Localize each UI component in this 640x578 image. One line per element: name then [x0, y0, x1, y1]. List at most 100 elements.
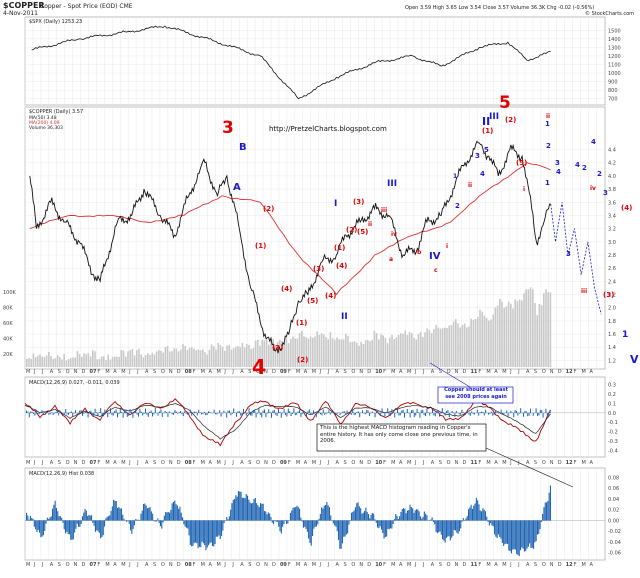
macd-inline-hist-bar: [76, 412, 78, 414]
x-tick-month: A: [526, 460, 530, 466]
hist-bar: [52, 508, 54, 521]
macd-inline-hist-bar: [292, 412, 293, 414]
macd-inline-hist-bar: [336, 412, 338, 414]
volume-bar: [133, 355, 136, 367]
x-tick-month: J: [231, 460, 233, 466]
macd-inline-hist-bar: [118, 412, 120, 414]
volume-bar: [312, 337, 314, 367]
hist-bar: [87, 515, 89, 521]
volume-bar: [186, 350, 189, 367]
macd-inline-hist-bar: [537, 412, 538, 416]
hist-bar: [196, 520, 198, 544]
x-tick-month: F: [574, 562, 577, 568]
hist-bar: [523, 520, 525, 552]
copper-tick-label: 4.4: [608, 148, 616, 154]
hist-bar: [175, 504, 177, 521]
hist-tick-label: 0.04: [608, 497, 619, 503]
hist-bar: [249, 502, 251, 521]
hist-bar: [261, 503, 263, 521]
macd-inline-hist-bar: [273, 409, 275, 414]
macd-inline-hist-bar: [311, 412, 313, 414]
macd-inline-hist-bar: [55, 411, 57, 414]
hist-bar: [481, 511, 483, 521]
x-tick-month: J: [327, 460, 329, 466]
hist-bar: [271, 520, 273, 523]
volume-bar: [428, 330, 431, 367]
hist-bar: [241, 497, 243, 521]
volume-bar: [41, 356, 43, 367]
hist-bar: [76, 520, 78, 524]
copper-tick-label: 3.0: [608, 240, 616, 246]
hist-bar: [351, 512, 353, 521]
macd-inline-hist-bar: [139, 408, 141, 414]
hist-bar: [540, 520, 542, 523]
macd-inline-hist-bar: [153, 412, 155, 415]
x-tick-month: O: [447, 369, 451, 375]
macd-inline-hist-bar: [524, 410, 526, 414]
hist-bar: [388, 520, 390, 530]
macd-inline-hist-bar: [514, 410, 516, 414]
macd-inline-hist-bar: [72, 412, 74, 417]
hist-bar: [548, 492, 550, 521]
hist-bar: [276, 520, 278, 522]
volume-bar: [147, 353, 149, 367]
volume-bar: [411, 333, 413, 367]
hist-bar: [453, 520, 455, 530]
x-tick-month: M: [502, 562, 506, 568]
volume-bar: [336, 337, 338, 367]
hist-bar: [418, 511, 420, 521]
macd-inline-hist-bar: [402, 409, 404, 414]
hist-bar: [62, 520, 64, 523]
hist-bar: [31, 517, 33, 521]
hist-bar: [81, 516, 83, 521]
x-tick-month: F: [383, 369, 386, 375]
macd-inline-hist-bar: [395, 412, 397, 414]
macd-inline-hist-bar: [56, 410, 58, 414]
macd-inline-hist-bar: [520, 408, 522, 414]
volume-bar: [210, 344, 213, 367]
x-tick-month: N: [455, 460, 459, 466]
hist-bar: [488, 520, 490, 526]
x-tick-month: M: [582, 369, 586, 375]
macd-inline-hist-bar: [538, 412, 540, 416]
volume-bar: [155, 351, 158, 367]
spx-tick-label: 1300: [608, 45, 621, 51]
macd-inline-hist-bar: [41, 410, 43, 414]
macd-inline-hist-bar: [136, 412, 138, 415]
macd-inline-hist-bar: [133, 410, 135, 414]
hist-bar: [211, 520, 213, 546]
hist-bar: [104, 520, 106, 527]
macd-inline-hist-bar: [268, 409, 270, 414]
macd-inline-hist-bar: [385, 411, 387, 414]
macd-inline-hist-bar: [100, 408, 102, 414]
macd-inline-hist-bar: [293, 408, 295, 414]
volume-bar: [118, 357, 120, 367]
hist-bar: [358, 506, 360, 521]
copper-tick-label: 1.4: [608, 345, 616, 351]
x-tick-month: S: [343, 562, 346, 568]
macd-inline-hist-bar: [418, 412, 419, 414]
volume-tick-label: 60K: [3, 321, 13, 327]
hist-bar: [263, 511, 265, 521]
x-tick-month: F: [478, 369, 481, 375]
x-tick-month: M: [121, 369, 125, 375]
x-tick-month: O: [66, 369, 70, 375]
x-tick-month: O: [542, 460, 546, 466]
macd-inline-hist-bar: [157, 412, 159, 416]
volume-tick-label: 20K: [3, 352, 13, 358]
x-tick-month: D: [177, 369, 181, 375]
macd-inline-hist-bar: [528, 412, 530, 416]
hist-bar: [97, 520, 99, 532]
volume-bar: [516, 301, 519, 367]
macd-inline-hist-bar: [73, 412, 75, 414]
hist-bar: [144, 503, 146, 521]
volume-bar: [448, 325, 450, 367]
hist-bar: [117, 507, 119, 521]
macd-inline-hist-bar: [70, 411, 72, 414]
x-tick-month: F: [574, 369, 577, 375]
hist-bar: [260, 503, 262, 521]
macd-inline-hist-bar: [322, 409, 324, 414]
macd-inline-hist-bar: [328, 410, 330, 414]
hist-bar: [109, 515, 111, 521]
x-tick-year: 11: [470, 562, 477, 568]
